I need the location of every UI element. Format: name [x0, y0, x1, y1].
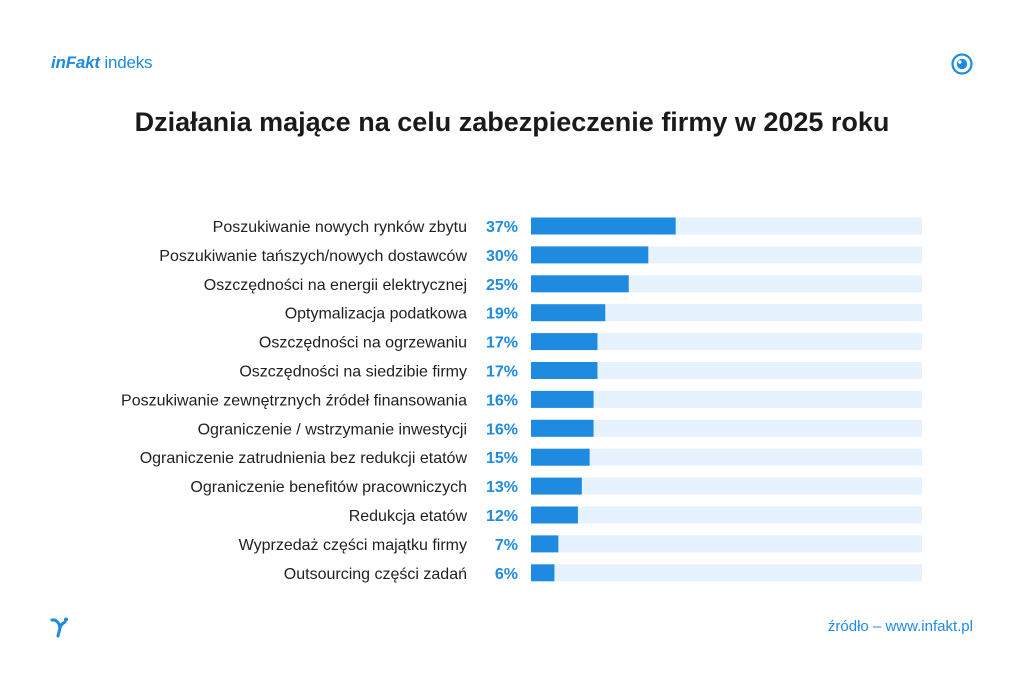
category-label: Poszukiwanie tańszych/nowych dostawców — [159, 248, 467, 265]
category-label: Optymalizacja podatkowa — [285, 306, 467, 323]
value-label: 16% — [486, 392, 518, 409]
bar — [531, 419, 594, 437]
bar-track — [531, 362, 922, 379]
value-label: 7% — [495, 537, 518, 554]
value-label: 37% — [486, 219, 518, 236]
category-label: Wyprzedaż części majątku firmy — [239, 537, 467, 554]
bar — [531, 390, 594, 408]
bar — [531, 362, 598, 379]
bar-track — [531, 448, 922, 466]
category-label: Poszukiwanie nowych rynków zbytu — [213, 219, 467, 236]
bar-track — [531, 564, 922, 582]
bar — [531, 506, 578, 524]
chart-title: Działania mające na celu zabezpieczenie … — [134, 107, 890, 137]
brand-logo-light: indeks — [99, 53, 153, 72]
bar-track — [531, 506, 922, 524]
value-label: 12% — [486, 508, 518, 525]
category-label: Ograniczenie benefitów pracowniczych — [190, 479, 467, 496]
value-label: 15% — [486, 450, 518, 467]
value-label: 17% — [486, 335, 518, 352]
value-label: 13% — [486, 479, 518, 496]
bar — [531, 275, 629, 293]
value-label: 30% — [486, 248, 518, 265]
category-label: Redukcja etatów — [349, 508, 468, 525]
bar-track — [531, 535, 922, 553]
category-label: Outsourcing części zadań — [284, 566, 467, 583]
category-label: Ograniczenie zatrudnienia bez redukcji e… — [140, 450, 468, 467]
bar — [531, 448, 590, 466]
category-label: Ograniczenie / wstrzymanie inwestycji — [198, 421, 467, 438]
bar — [531, 217, 676, 235]
eye-icon — [951, 53, 973, 75]
bar-track — [531, 419, 922, 437]
brand-logo-strong: inFakt — [51, 53, 100, 72]
bar-track — [531, 333, 922, 351]
category-label: Oszczędności na siedzibie firmy — [239, 364, 467, 381]
value-label: 6% — [495, 566, 518, 583]
bar — [531, 535, 559, 553]
category-label: Oszczędności na ogrzewaniu — [259, 335, 467, 352]
brand-logo: inFakt indeks — [51, 53, 153, 73]
bird-logo-icon — [50, 617, 68, 638]
value-label: 25% — [486, 277, 518, 294]
bar — [531, 333, 598, 351]
source-text: źródło – www.infakt.pl — [827, 618, 973, 635]
value-label: 16% — [486, 421, 518, 438]
bar — [531, 564, 555, 582]
value-label: 17% — [486, 364, 518, 381]
bar — [531, 246, 649, 264]
bar — [531, 304, 606, 322]
value-label: 19% — [486, 306, 518, 323]
category-label: Poszukiwanie zewnętrznych źródeł finanso… — [121, 392, 467, 409]
bar-track — [531, 304, 922, 322]
category-label: Oszczędności na energii elektrycznej — [204, 277, 467, 294]
bar — [531, 477, 582, 495]
bar-track — [531, 477, 922, 495]
bar-track — [531, 390, 922, 408]
